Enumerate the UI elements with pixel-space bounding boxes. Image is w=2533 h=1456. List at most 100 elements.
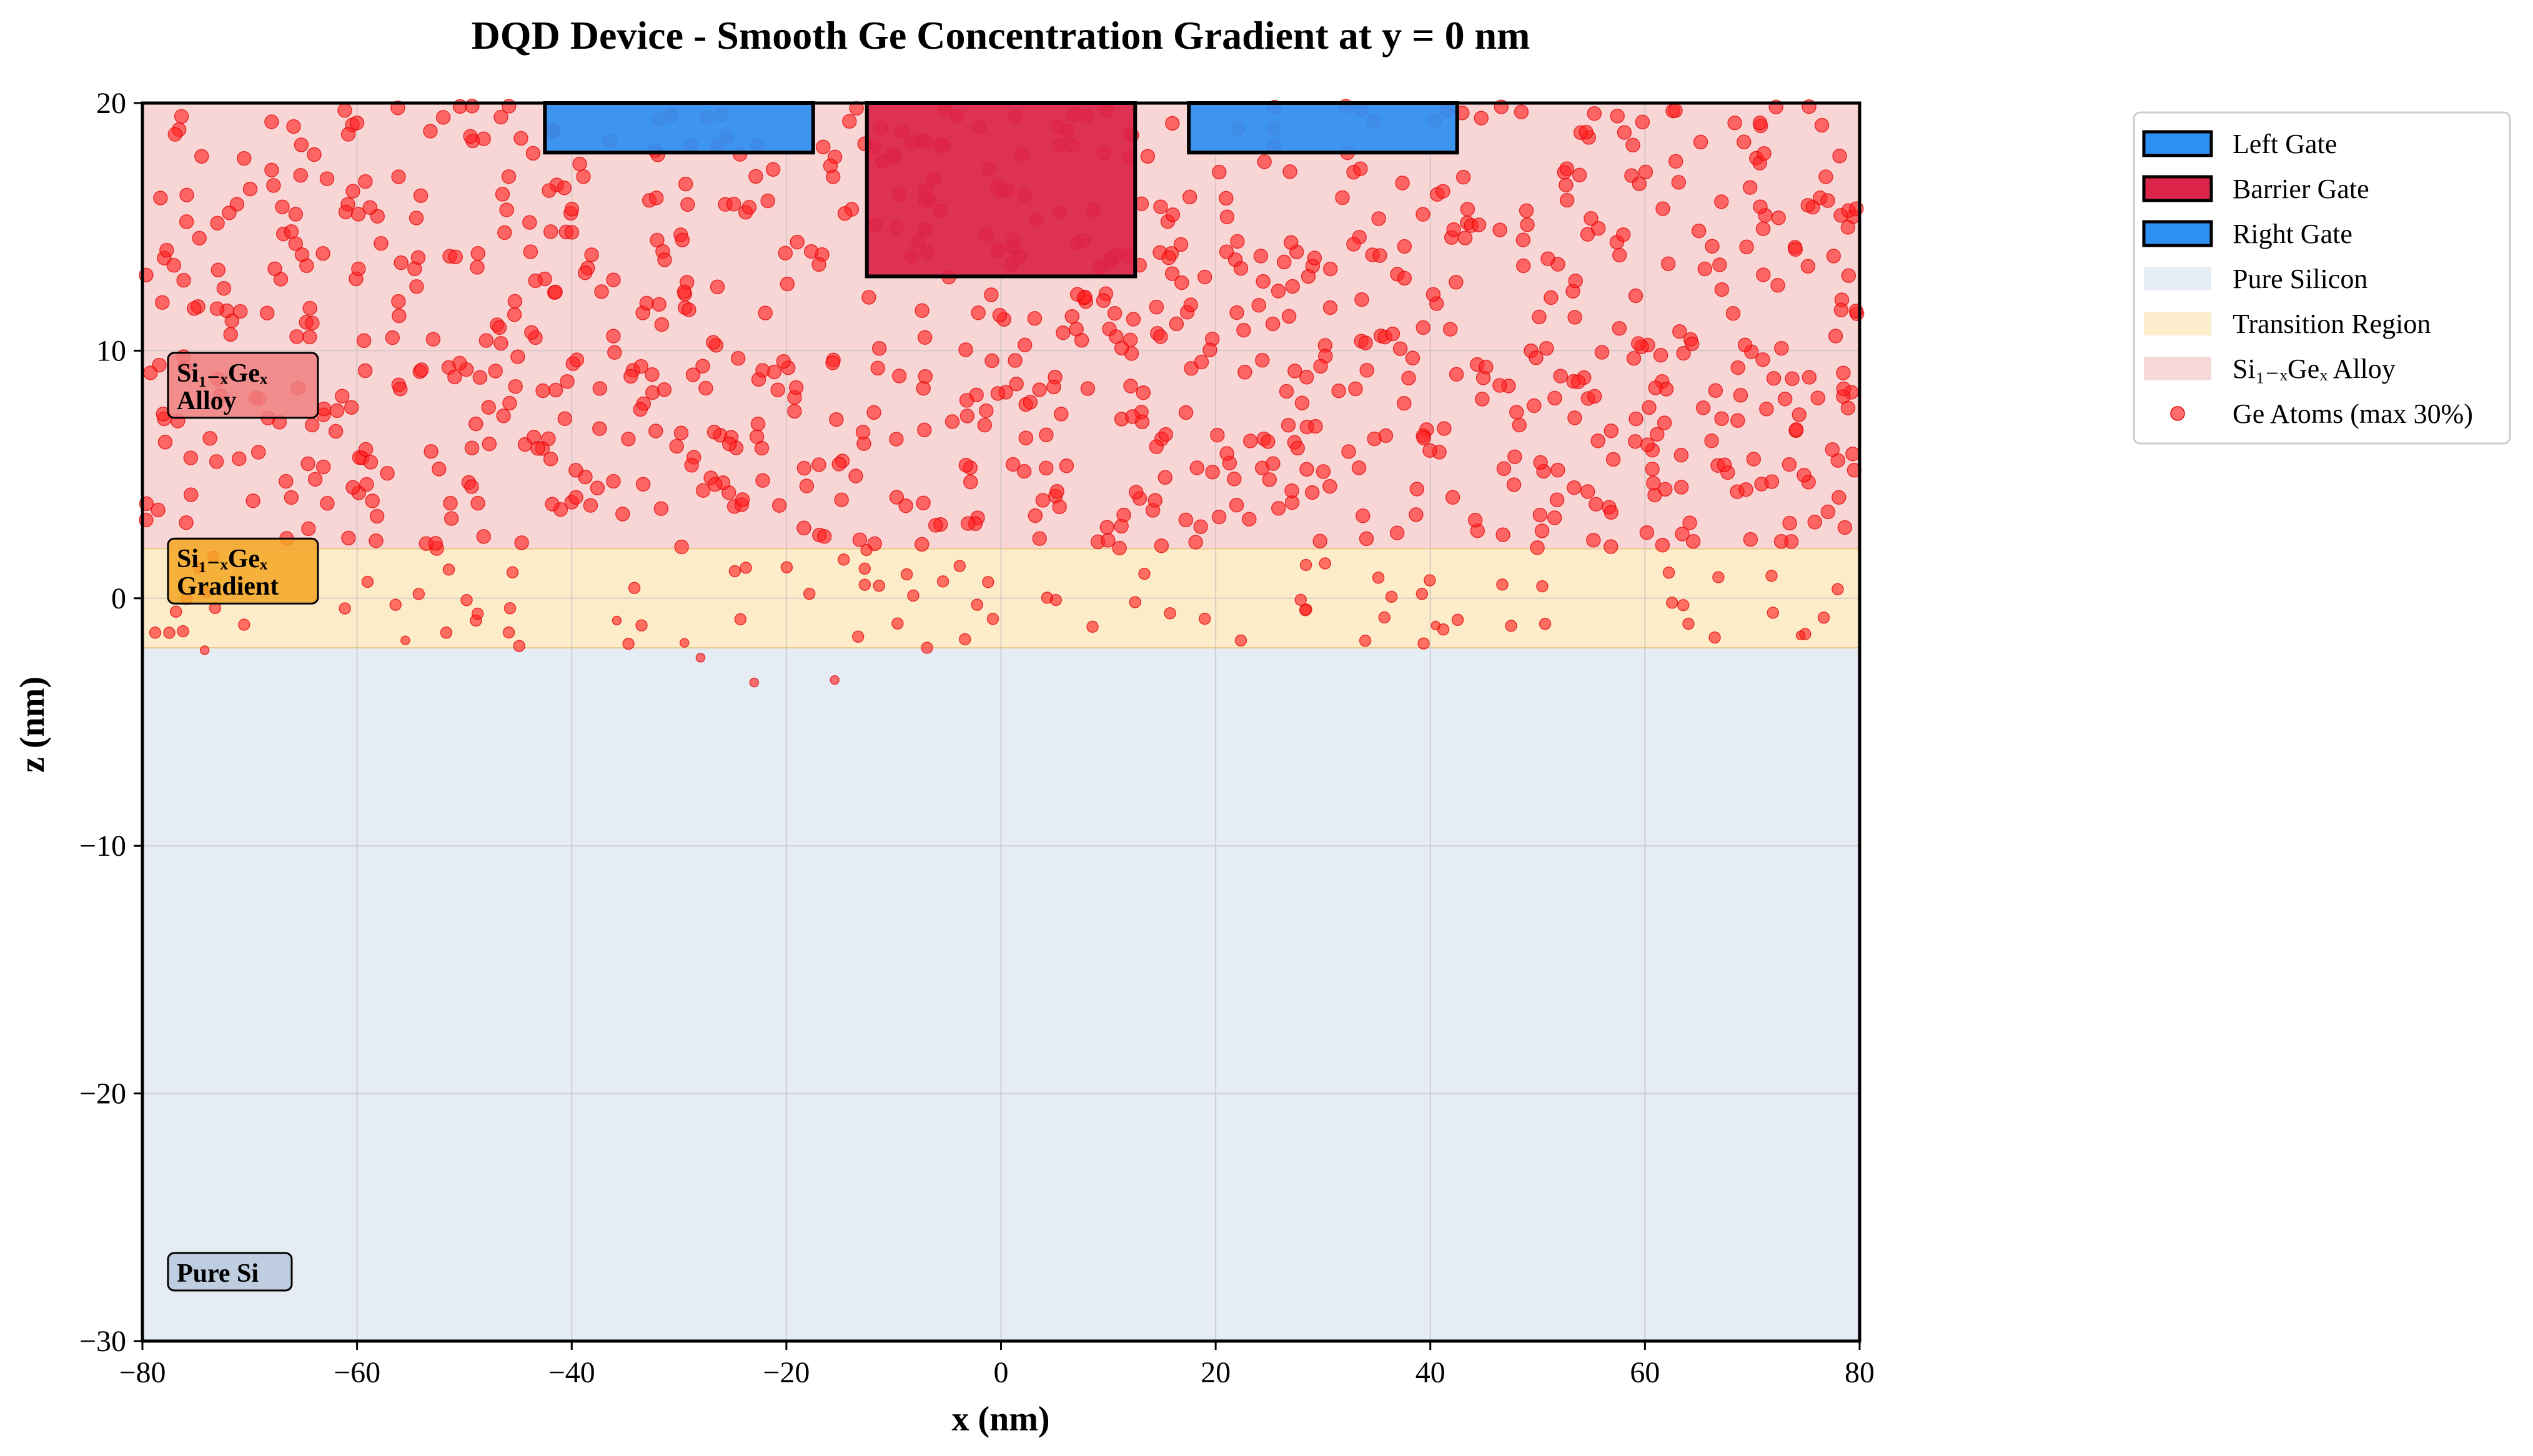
ge-atom (560, 374, 575, 389)
ge-atom (238, 618, 250, 631)
ge-atom (1539, 340, 1554, 356)
ge-atom (1849, 201, 1864, 216)
ge-atom (210, 215, 225, 230)
ge-atom (1840, 220, 1856, 235)
ge-atom (1774, 340, 1789, 356)
ge-atom (1378, 428, 1394, 443)
ge-atom (1107, 305, 1123, 321)
ge-atom (1568, 274, 1584, 289)
ge-atom (1359, 634, 1372, 647)
ge-atom (1467, 513, 1483, 528)
ge-atom (1764, 474, 1780, 489)
ge-atom (1358, 335, 1373, 350)
ge-atom (977, 417, 993, 433)
ge-atom (982, 576, 994, 588)
ge-atom (1346, 237, 1361, 252)
ge-atom (1795, 630, 1806, 641)
ge-atom (1708, 631, 1721, 644)
ge-atom (391, 294, 406, 309)
ge-atom (1765, 570, 1778, 582)
ge-atom (1773, 534, 1789, 549)
ge-atom (1676, 345, 1691, 361)
ge-atom (1836, 365, 1851, 380)
ge-atom (1727, 116, 1742, 131)
ge-atom (1282, 164, 1297, 179)
ge-atom (1261, 434, 1276, 449)
ge-atom (338, 204, 354, 220)
ge-atom (1096, 293, 1111, 308)
ge-atom (179, 214, 194, 229)
ge-atom (1612, 320, 1627, 336)
ge-atom (1714, 411, 1729, 426)
ge-atom (341, 530, 356, 546)
ge-atom (1639, 525, 1655, 540)
ge-atom (1529, 350, 1544, 365)
ge-atom (409, 210, 424, 225)
ge-atom (1515, 232, 1531, 247)
x-axis-label: x (nm) (951, 1400, 1049, 1439)
ge-atom (307, 472, 323, 487)
ge-atom (320, 496, 335, 511)
ge-atom (1536, 580, 1549, 593)
ge-atom (1253, 249, 1269, 264)
ge-atom (871, 341, 887, 356)
ge-atom (657, 252, 672, 267)
legend-label: Transition Region (2233, 309, 2431, 339)
ge-atom (423, 124, 438, 139)
ge-atom (1234, 634, 1247, 647)
ge-atom (1415, 207, 1430, 222)
ge-atom (858, 578, 871, 591)
ge-atom (1604, 505, 1618, 520)
ge-atom (1547, 510, 1562, 525)
ge-atom (1810, 390, 1825, 405)
ge-atom (831, 457, 846, 472)
ge-atom (917, 330, 933, 345)
ge-atom (1695, 400, 1711, 415)
ge-atom (1586, 533, 1601, 548)
ge-atom (400, 635, 410, 645)
ge-atom (1153, 329, 1168, 344)
ge-atom (513, 640, 525, 652)
ge-atom (1788, 422, 1804, 437)
ge-atom (1279, 384, 1294, 399)
ge-atom (825, 355, 840, 370)
ge-atom (1559, 192, 1575, 208)
ge-atom (706, 335, 721, 350)
ge-atom (545, 497, 560, 512)
ge-atom (986, 613, 999, 625)
ge-atom (1646, 475, 1661, 491)
ge-atom (1567, 480, 1582, 495)
ge-atom (1549, 492, 1565, 507)
ge-atom (1397, 239, 1412, 254)
ge-atom (870, 360, 886, 376)
x-tick-label: −60 (334, 1356, 380, 1389)
ge-atom (1544, 290, 1559, 305)
ge-atom (1673, 447, 1689, 463)
ge-atom (1755, 221, 1771, 236)
ge-atom (1826, 249, 1842, 264)
ge-atom (633, 359, 649, 374)
y-tick-label: 0 (111, 582, 126, 615)
ge-atom (695, 359, 710, 374)
ge-atom (288, 207, 304, 222)
ge-atom (1610, 109, 1625, 124)
ge-atom (811, 457, 826, 472)
ge-atom (1205, 464, 1220, 480)
ge-atom (1389, 525, 1405, 540)
ge-atom (979, 403, 994, 418)
axis-ticks: −80 −60 −40 −20 0 20 40 60 80 −30 −20 −10 0 10 20 (79, 87, 1875, 1389)
ge-atom (1154, 538, 1169, 553)
ge-atom (394, 255, 409, 270)
ge-atom (1322, 261, 1338, 277)
chart-title: DQD Device - Smooth Ge Concentration Gra… (472, 13, 1530, 57)
ge-atom (1271, 501, 1286, 516)
ge-atom (369, 508, 385, 524)
ge-atom (569, 352, 585, 367)
ge-atom (1322, 300, 1338, 315)
ge-atom (1307, 250, 1322, 265)
ge-atom (149, 626, 162, 639)
ge-atom (157, 435, 173, 450)
ge-atom (409, 279, 424, 294)
ge-atom (1684, 336, 1700, 352)
ge-atom (1559, 161, 1575, 176)
